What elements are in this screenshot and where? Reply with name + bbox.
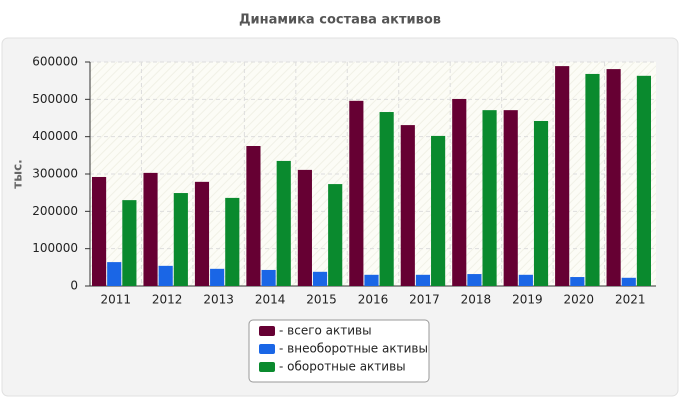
- bar: [621, 277, 636, 286]
- chart-title: Динамика состава активов: [239, 13, 441, 28]
- bar: [503, 110, 518, 286]
- y-tick-label: 400000: [32, 129, 78, 143]
- bar: [143, 172, 158, 286]
- bar: [379, 112, 394, 286]
- bar: [585, 73, 600, 287]
- x-tick-label: 2011: [100, 293, 131, 307]
- legend-swatch: [259, 362, 275, 372]
- x-tick-label: 2012: [152, 293, 183, 307]
- y-tick-label: 100000: [32, 241, 78, 255]
- bar: [364, 274, 379, 286]
- y-tick-label: 600000: [32, 55, 78, 69]
- bar: [210, 268, 225, 286]
- bar: [297, 169, 312, 286]
- legend-label: - оборотные активы: [279, 360, 406, 374]
- x-tick-label: 2014: [255, 293, 286, 307]
- x-tick-label: 2015: [306, 293, 337, 307]
- bar: [194, 181, 210, 286]
- x-tick-label: 2020: [564, 293, 595, 307]
- bar: [415, 274, 431, 286]
- y-tick-label: 200000: [32, 204, 78, 218]
- legend-swatch: [259, 344, 275, 354]
- bar: [555, 66, 570, 287]
- bar: [122, 200, 137, 286]
- bar: [312, 271, 328, 286]
- bar: [328, 184, 343, 286]
- bar: [467, 274, 482, 286]
- x-tick-label: 2013: [203, 293, 234, 307]
- bar: [636, 75, 651, 287]
- legend-box: [248, 319, 430, 383]
- bar: [570, 277, 585, 286]
- y-axis-label: тыс.: [11, 159, 25, 188]
- x-tick-label: 2018: [461, 293, 492, 307]
- bar: [400, 125, 415, 287]
- bar: [606, 69, 621, 287]
- x-tick-label: 2017: [409, 293, 440, 307]
- legend-label: - внеоборотные активы: [279, 342, 428, 356]
- bar: [349, 100, 364, 287]
- bar: [225, 197, 240, 286]
- x-tick-label: 2016: [358, 293, 389, 307]
- y-tick-label: 500000: [32, 92, 78, 106]
- bar: [107, 262, 122, 286]
- bar: [452, 98, 467, 287]
- y-tick-label: 300000: [32, 167, 78, 181]
- bar: [261, 269, 276, 286]
- bar: [92, 176, 107, 286]
- bar: [482, 110, 497, 286]
- x-tick-label: 2021: [615, 293, 646, 307]
- bar: [276, 160, 291, 286]
- legend-label: - всего активы: [279, 324, 372, 338]
- bar: [246, 146, 261, 286]
- bar: [533, 120, 549, 286]
- bar: [158, 265, 173, 286]
- bar: [431, 135, 446, 286]
- bar: [518, 274, 533, 286]
- bar: [173, 193, 188, 286]
- legend-swatch: [259, 326, 275, 336]
- x-tick-label: 2019: [512, 293, 543, 307]
- y-tick-label: 0: [70, 279, 78, 293]
